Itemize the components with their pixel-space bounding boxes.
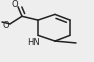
Text: HN: HN [28, 38, 40, 47]
Text: O: O [3, 21, 9, 30]
Text: O: O [12, 0, 18, 9]
